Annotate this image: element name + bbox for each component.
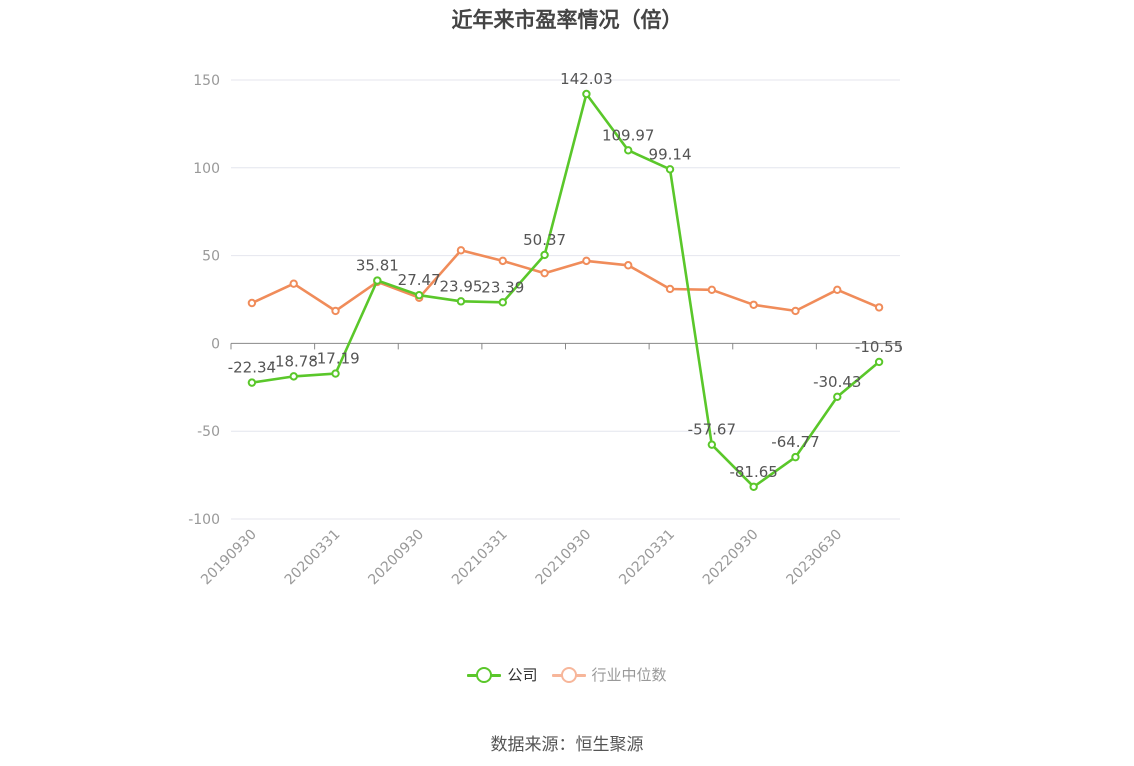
x-tick-label: 20230630 xyxy=(783,527,845,589)
industry-data-point xyxy=(247,298,257,308)
company-data-label: -17.19 xyxy=(311,350,359,368)
industry-data-point xyxy=(331,306,340,316)
legend-item-industry-median[interactable]: 行业中位数 xyxy=(551,664,667,685)
company-data-point xyxy=(414,290,424,300)
y-tick-label: 100 xyxy=(193,161,220,177)
legend: 公司 行业中位数 xyxy=(0,664,1134,685)
company-data-point xyxy=(331,369,340,378)
industry-data-point xyxy=(540,268,549,278)
legend-swatch-industry-icon xyxy=(551,666,586,684)
company-data-label: 23.95 xyxy=(439,277,482,295)
y-tick-label: 50 xyxy=(202,249,220,265)
industry-series-line xyxy=(250,249,881,313)
company-series-line xyxy=(250,92,881,489)
company-data-label: 27.47 xyxy=(398,271,441,289)
x-tick-label: 20220331 xyxy=(616,527,678,589)
y-tick-label: -50 xyxy=(197,424,220,440)
industry-data-point xyxy=(874,303,884,312)
x-tick-label: 20210331 xyxy=(449,527,511,589)
source-note: 数据来源：恒生聚源 xyxy=(490,735,644,755)
industry-data-point xyxy=(791,306,800,316)
company-data-point xyxy=(247,378,257,387)
legend-item-company[interactable]: 公司 xyxy=(467,664,538,685)
company-data-point xyxy=(289,372,298,381)
company-data-point xyxy=(665,165,675,174)
x-tick-label: 20190930 xyxy=(198,527,260,589)
company-data-label: 142.03 xyxy=(560,70,613,88)
company-data-point xyxy=(707,440,717,449)
grid-lines xyxy=(231,79,900,520)
industry-data-point xyxy=(624,261,633,270)
legend-label-company: 公司 xyxy=(507,666,538,684)
company-data-point xyxy=(749,482,758,491)
company-data-point xyxy=(540,250,549,260)
company-data-point xyxy=(874,357,884,367)
industry-data-point xyxy=(707,285,717,295)
y-tick-label: -100 xyxy=(188,512,220,528)
industry-data-point xyxy=(456,246,466,255)
company-data-point xyxy=(624,146,633,155)
y-tick-label: 0 xyxy=(211,336,220,352)
company-data-label: -30.43 xyxy=(813,373,861,391)
company-data-label: -18.78 xyxy=(270,352,318,370)
industry-data-point xyxy=(665,284,675,294)
y-axis-tick-labels: 150 100 50 0 -50 -100 xyxy=(188,73,220,528)
company-data-label: 35.81 xyxy=(356,257,399,275)
legend-swatch-company-icon xyxy=(467,666,502,684)
industry-data-point xyxy=(833,285,842,295)
company-data-point xyxy=(498,298,507,307)
legend-label-industry-median: 行业中位数 xyxy=(591,666,667,684)
x-tick-label: 20220930 xyxy=(700,527,762,589)
company-data-point xyxy=(791,452,800,462)
company-data-label: -22.34 xyxy=(228,359,276,377)
series-layer xyxy=(247,89,884,491)
company-data-label: 109.97 xyxy=(602,126,655,144)
industry-data-point xyxy=(749,300,758,309)
company-data-label: -64.77 xyxy=(771,433,819,451)
x-tick-label: 20210930 xyxy=(533,527,595,589)
y-tick-label: 150 xyxy=(193,73,220,89)
company-data-label: -81.65 xyxy=(729,463,777,481)
company-data-point xyxy=(373,276,382,285)
company-data-point xyxy=(582,89,591,99)
company-data-label: -10.55 xyxy=(855,338,903,356)
industry-data-point xyxy=(582,256,591,266)
x-tick-label: 20200331 xyxy=(282,527,344,589)
company-data-label: 50.37 xyxy=(523,231,566,249)
company-data-point xyxy=(833,392,842,402)
x-tick-label: 20200930 xyxy=(365,527,427,589)
company-data-label: 23.39 xyxy=(481,278,524,296)
industry-data-point xyxy=(289,279,298,288)
chart-title: 近年来市盈率情况（倍） xyxy=(451,8,683,32)
industry-data-point xyxy=(498,256,507,266)
company-data-point xyxy=(456,297,466,306)
company-data-label: -57.67 xyxy=(688,421,736,439)
x-axis: 20190930 20200331 20200930 20210331 20210930… xyxy=(198,342,901,589)
company-data-label: 99.14 xyxy=(649,145,692,163)
